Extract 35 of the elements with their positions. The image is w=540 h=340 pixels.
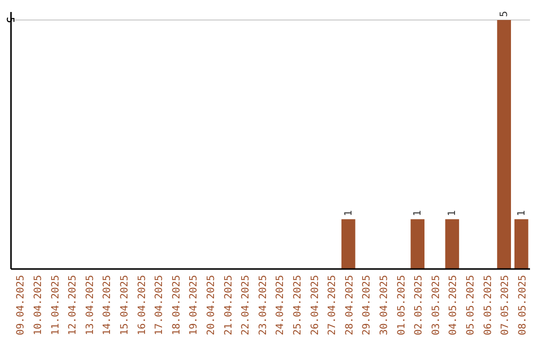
- x-tick-label: 04.05.2025: [448, 275, 460, 336]
- x-tick-label: 29.04.2025: [362, 275, 373, 336]
- data-label: 1: [343, 210, 354, 216]
- x-tick-label: 18.04.2025: [171, 275, 182, 336]
- x-tick-label: 12.04.2025: [68, 275, 79, 336]
- x-tick-label: 10.04.2025: [32, 275, 44, 336]
- x-tick-label: 08.05.2025: [517, 275, 528, 336]
- x-tick-label: 13.04.2025: [84, 275, 96, 336]
- x-tick-label: 23.04.2025: [258, 275, 269, 336]
- data-label: 5: [499, 10, 510, 17]
- x-tick-label: 20.04.2025: [206, 275, 217, 336]
- x-tick-label: 25.04.2025: [292, 275, 304, 336]
- data-label: 1: [516, 210, 528, 216]
- data-label: 1: [447, 210, 458, 216]
- x-tick-label: 30.04.2025: [378, 275, 390, 336]
- x-tick-label: 05.05.2025: [465, 275, 476, 336]
- x-tick-label: 27.04.2025: [327, 275, 338, 336]
- x-tick-label: 07.05.2025: [500, 275, 512, 336]
- x-tick-label: 22.04.2025: [240, 275, 252, 336]
- x-tick-label: 06.05.2025: [482, 275, 494, 336]
- x-tick-label: 01.05.2025: [396, 275, 408, 336]
- x-tick-label: 24.04.2025: [275, 275, 286, 336]
- x-tick-label: 16.04.2025: [136, 275, 148, 336]
- x-tick-label: 17.04.2025: [154, 275, 166, 336]
- x-tick-label: 09.04.2025: [16, 275, 27, 336]
- x-tick-label: 02.05.2025: [414, 275, 425, 336]
- x-tick-label: 11.04.2025: [50, 275, 62, 336]
- x-tick-label: 21.04.2025: [223, 275, 234, 336]
- data-label: 1: [412, 210, 424, 216]
- x-tick-label: 14.04.2025: [102, 275, 114, 336]
- x-tick-label: 19.04.2025: [188, 275, 200, 336]
- x-tick-label: 26.04.2025: [310, 275, 321, 336]
- x-tick-label: 03.05.2025: [430, 275, 442, 336]
- x-tick-label: 15.04.2025: [119, 275, 130, 336]
- x-tick-label: 28.04.2025: [344, 275, 356, 336]
